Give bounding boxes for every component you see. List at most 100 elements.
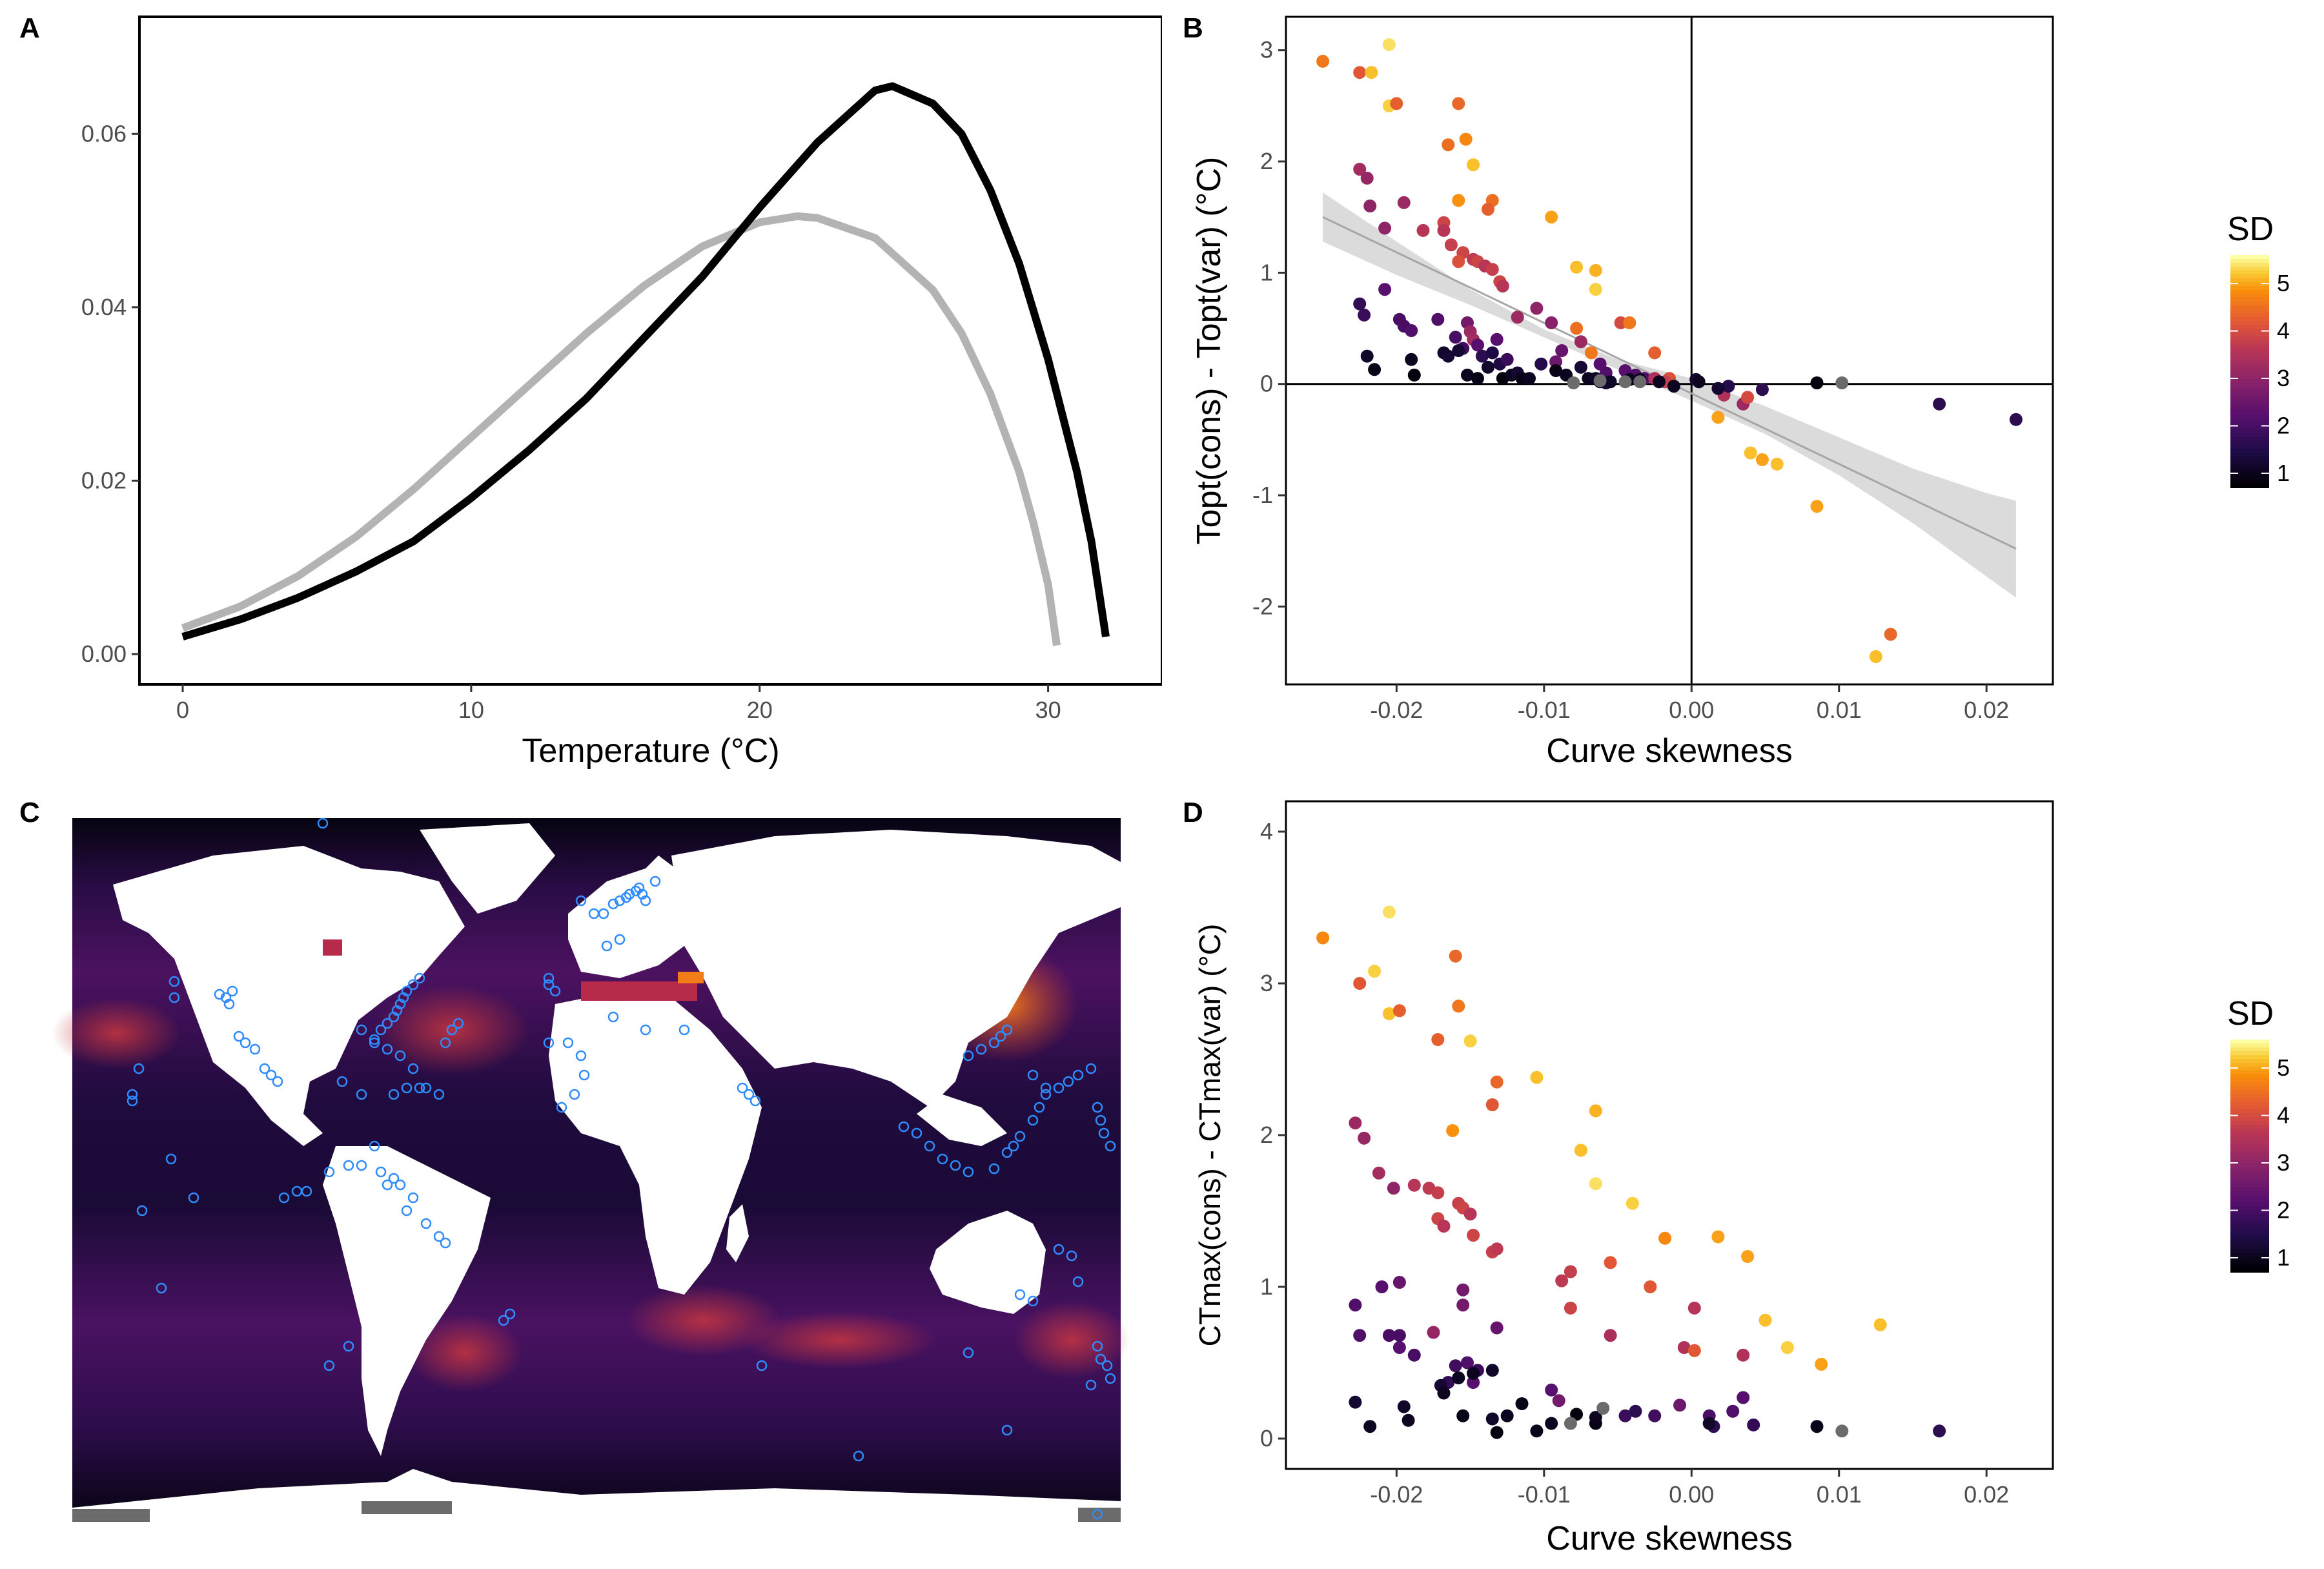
- data-point: [1427, 1326, 1440, 1339]
- data-point: [1835, 376, 1849, 389]
- study-site-marker: [1072, 1276, 1084, 1287]
- study-site-marker: [498, 1315, 509, 1326]
- land-north-america: [113, 846, 465, 1146]
- data-point: [1584, 346, 1598, 360]
- legend-color-step: [2230, 1152, 2269, 1156]
- data-point: [1463, 1034, 1477, 1048]
- legend-color-step: [2230, 1148, 2269, 1153]
- legend-color-step: [2230, 1113, 2269, 1118]
- data-point: [1687, 1301, 1701, 1315]
- data-point: [1564, 1265, 1577, 1278]
- legend-color-step: [2230, 1179, 2269, 1184]
- study-site-marker: [1101, 1360, 1113, 1371]
- legend-color-step: [2230, 263, 2269, 267]
- legend-color-step: [2230, 1105, 2269, 1110]
- study-site-marker: [336, 1076, 348, 1087]
- data-point: [1702, 1417, 1716, 1430]
- legend-color-step: [2230, 309, 2269, 314]
- data-point: [1442, 138, 1455, 152]
- legend-color-step: [2230, 418, 2269, 422]
- legend-color-step: [2230, 321, 2269, 325]
- study-site-marker: [1095, 1353, 1106, 1365]
- data-point: [1349, 1116, 1362, 1130]
- panel-a: A 0 10 20 30 0.00 0.02 0.04 0.06 Temperature (…: [19, 12, 1162, 770]
- data-point: [1467, 1367, 1480, 1380]
- panel-b-x-axis: -0.02 -0.01 0.00 0.01 0.02: [1370, 684, 2009, 723]
- data-point: [1416, 223, 1430, 237]
- legend-color-step: [2230, 1055, 2269, 1060]
- legend-color-step: [2230, 274, 2269, 279]
- panel-d-plot: -0.02 -0.01 0.00 0.01 0.02 0 1 2 3 4: [1260, 800, 2054, 1508]
- data-point: [1737, 1391, 1750, 1404]
- data-point: [1485, 1364, 1499, 1377]
- study-site-marker: [343, 1160, 354, 1171]
- study-site-marker: [1066, 1250, 1077, 1262]
- study-site-marker: [1001, 1424, 1013, 1436]
- data-point: [1574, 1143, 1587, 1157]
- study-site-marker: [1105, 1140, 1116, 1152]
- data-point: [1658, 1231, 1672, 1245]
- data-point: [1555, 344, 1569, 357]
- study-site-marker: [382, 1179, 393, 1191]
- data-point: [1475, 349, 1489, 363]
- data-point: [1564, 1301, 1577, 1315]
- data-point: [1444, 238, 1458, 252]
- study-site-marker: [356, 1160, 367, 1171]
- study-site-marker: [414, 972, 425, 984]
- y-tick-label: 2: [1260, 1122, 1273, 1148]
- study-site-marker: [743, 1089, 755, 1100]
- curve-variable-grey: [181, 212, 1061, 646]
- legend-color-step: [2230, 336, 2269, 341]
- study-site-marker: [369, 1037, 380, 1049]
- data-point: [1835, 1424, 1849, 1438]
- map-hotspot-land-adjacent: [323, 939, 704, 1001]
- study-site-marker: [504, 1308, 516, 1320]
- study-site-marker: [259, 1063, 270, 1074]
- legend-color-step: [2230, 1078, 2269, 1083]
- data-point: [1437, 1386, 1451, 1400]
- study-site-marker: [598, 908, 609, 919]
- legend-color-step: [2230, 480, 2269, 484]
- legend-color-step: [2230, 453, 2269, 457]
- data-point: [1604, 1256, 1617, 1269]
- data-point: [1758, 1313, 1772, 1327]
- panel-d-y-axis: 0 1 2 3 4: [1260, 818, 1286, 1451]
- study-site-marker: [1092, 1102, 1103, 1113]
- data-point: [1397, 1400, 1411, 1413]
- legend-color-step: [2230, 1233, 2269, 1238]
- legend-color-step: [2230, 441, 2269, 446]
- map-hotspot-north-pacific: [52, 998, 181, 1069]
- data-point: [1614, 316, 1627, 329]
- x-tick-label: -0.01: [1518, 1481, 1571, 1508]
- data-point: [1316, 54, 1330, 68]
- data-point: [1461, 368, 1474, 382]
- legend-color-step: [2230, 1086, 2269, 1091]
- data-point: [1442, 349, 1455, 363]
- study-site-marker: [937, 1153, 948, 1165]
- legend-color-step: [2230, 1156, 2269, 1160]
- data-point: [1392, 1329, 1406, 1342]
- x-tick-label: 0.02: [1964, 697, 2009, 723]
- data-point: [1437, 1220, 1451, 1233]
- data-point: [1382, 38, 1396, 52]
- legend-color-step: [2230, 1202, 2269, 1207]
- data-point: [1490, 1426, 1503, 1439]
- study-site-marker: [963, 1050, 974, 1061]
- y-tick-label: 0: [1260, 1425, 1273, 1451]
- data-point: [1593, 374, 1607, 387]
- confidence-band-area: [1323, 192, 2016, 598]
- panel-d-y-axis-title: CTmax(cons) - CTmax(var) (°C): [1193, 924, 1227, 1347]
- panel-b-reference-lines: [1286, 17, 2053, 684]
- data-point: [1673, 1399, 1686, 1412]
- legend-tick-label: 4: [2277, 1102, 2290, 1129]
- panel-a-plot: 0 10 20 30 0.00 0.02 0.04 0.06: [81, 15, 1162, 723]
- study-site-marker: [853, 1450, 864, 1462]
- land-australia: [930, 1211, 1046, 1314]
- legend-color-step: [2230, 484, 2269, 488]
- legend-color-step: [2230, 1098, 2269, 1102]
- legend-color-step: [2230, 1187, 2269, 1191]
- x-tick-label: -0.01: [1518, 697, 1571, 723]
- data-point: [2009, 413, 2023, 426]
- study-site-marker: [401, 1082, 413, 1094]
- legend-color-step: [2230, 1241, 2269, 1246]
